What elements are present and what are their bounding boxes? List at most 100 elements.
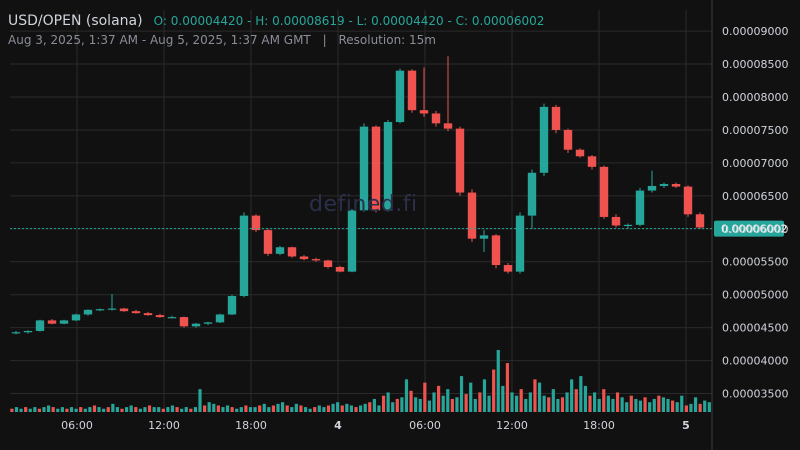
volume-bar: [125, 407, 129, 412]
last-price-line: 0.00006002: [10, 220, 787, 237]
price-tick-label: 0.00007500: [722, 124, 788, 137]
volume-bar: [276, 403, 280, 412]
price-tick-label: 0.00004000: [722, 355, 788, 368]
candle-body: [527, 172, 537, 216]
candle-body: [299, 256, 309, 260]
volume-bar: [478, 392, 482, 412]
volume-bar: [24, 407, 28, 412]
volume-bar: [51, 407, 55, 412]
price-tick-label: 0.00006000: [722, 223, 788, 236]
volume-bar: [620, 397, 624, 412]
price-axis[interactable]: 0.00003500 0.00004000 0.00004500 0.00005000…: [722, 25, 788, 400]
range-info: Aug 3, 2025, 1:37 AM - Aug 5, 2025, 1:37…: [8, 33, 436, 47]
volume-bar: [290, 407, 294, 412]
candle-body: [491, 235, 501, 266]
volume-bar: [680, 395, 684, 412]
volume-bar: [634, 398, 638, 412]
volume-bar: [698, 403, 702, 412]
candle-body: [443, 123, 453, 129]
volume-bar: [111, 403, 115, 412]
volume-bar: [83, 408, 87, 412]
volume-bar: [427, 400, 432, 412]
price-tick-label: 0.00008000: [722, 91, 788, 104]
volume-bar: [404, 379, 409, 412]
volume-bar: [565, 392, 569, 412]
time-tick-label: 12:00: [148, 419, 180, 432]
volume-bar: [492, 369, 496, 412]
candle-body: [119, 308, 129, 312]
symbol-name: USD/OPEN (solana): [8, 13, 143, 29]
volume-bar: [638, 400, 643, 412]
candle-body: [575, 149, 585, 157]
time-axis[interactable]: 06:00 12:00 18:00 4 06:00 12:00 18:00 5: [61, 419, 690, 432]
volume-bar: [611, 398, 615, 412]
volume-bar: [106, 407, 110, 412]
volume-bar: [42, 407, 46, 412]
volume-bar: [157, 407, 161, 412]
volume-bar: [446, 389, 450, 412]
volume-bar: [322, 407, 326, 412]
volume-bar: [482, 379, 487, 412]
volume-bar: [138, 408, 142, 412]
candle-body: [371, 126, 381, 211]
volume-bar: [166, 407, 170, 412]
volume-bar: [14, 407, 19, 412]
candle-body: [59, 320, 69, 324]
volume-bar: [583, 385, 588, 412]
candle-body: [599, 166, 609, 217]
volume-bar: [414, 397, 418, 412]
volume-bar: [198, 389, 202, 412]
volume-bar: [248, 407, 253, 412]
volume-bar: [193, 407, 198, 412]
volume-bar: [147, 405, 152, 412]
candle-body: [35, 320, 45, 331]
volume-bar: [689, 403, 693, 412]
volume-bar: [129, 405, 133, 412]
volume-bar: [395, 398, 399, 412]
volume-bar: [643, 397, 647, 412]
candle-body: [71, 314, 81, 321]
volume-bar: [473, 398, 477, 412]
candle-body: [431, 113, 441, 124]
volume-bar: [528, 392, 532, 412]
volume-bar: [56, 408, 60, 412]
volume-bar: [593, 392, 597, 412]
volume-bar: [313, 407, 317, 412]
volume-bar: [505, 363, 510, 412]
volume-bar: [102, 408, 106, 412]
volume-bar: [703, 400, 707, 412]
price-tick-label: 0.00009000: [722, 25, 788, 38]
candle-body: [179, 317, 189, 327]
volume-bar: [400, 397, 404, 412]
volume-bar: [189, 408, 193, 412]
volume-bar: [28, 408, 32, 412]
volume-bar: [469, 382, 473, 412]
candle-body: [275, 247, 285, 254]
volume-bar: [588, 395, 592, 412]
volume-bar: [363, 403, 367, 412]
volume-bar: [308, 408, 312, 412]
volume-bar: [625, 402, 629, 412]
volume-bar: [615, 392, 620, 412]
price-tick-label: 0.00005000: [722, 289, 788, 302]
candle-body: [407, 70, 417, 111]
candle-body: [587, 156, 597, 167]
candle-body: [683, 186, 693, 215]
volume-bar: [10, 408, 14, 412]
price-tick-label: 0.00005500: [722, 256, 788, 269]
candle-body: [227, 296, 237, 315]
volume-bar: [216, 405, 220, 412]
date-range: Aug 3, 2025, 1:37 AM - Aug 5, 2025, 1:37…: [8, 33, 311, 47]
candle-body: [635, 190, 645, 225]
volume-bar: [537, 382, 542, 412]
volume-bar: [239, 407, 243, 412]
time-tick-label: 12:00: [496, 419, 528, 432]
last-price-label: 0.00006002: [721, 223, 787, 236]
ohlc-values: O: 0.00004420 - H: 0.00008619 - L: 0.000…: [153, 14, 545, 28]
price-tick-label: 0.00004500: [722, 322, 788, 335]
volume-bar: [542, 395, 546, 412]
price-tick-label: 0.00006500: [722, 190, 788, 203]
volume-bar: [79, 407, 83, 412]
volume-bar: [648, 402, 652, 412]
